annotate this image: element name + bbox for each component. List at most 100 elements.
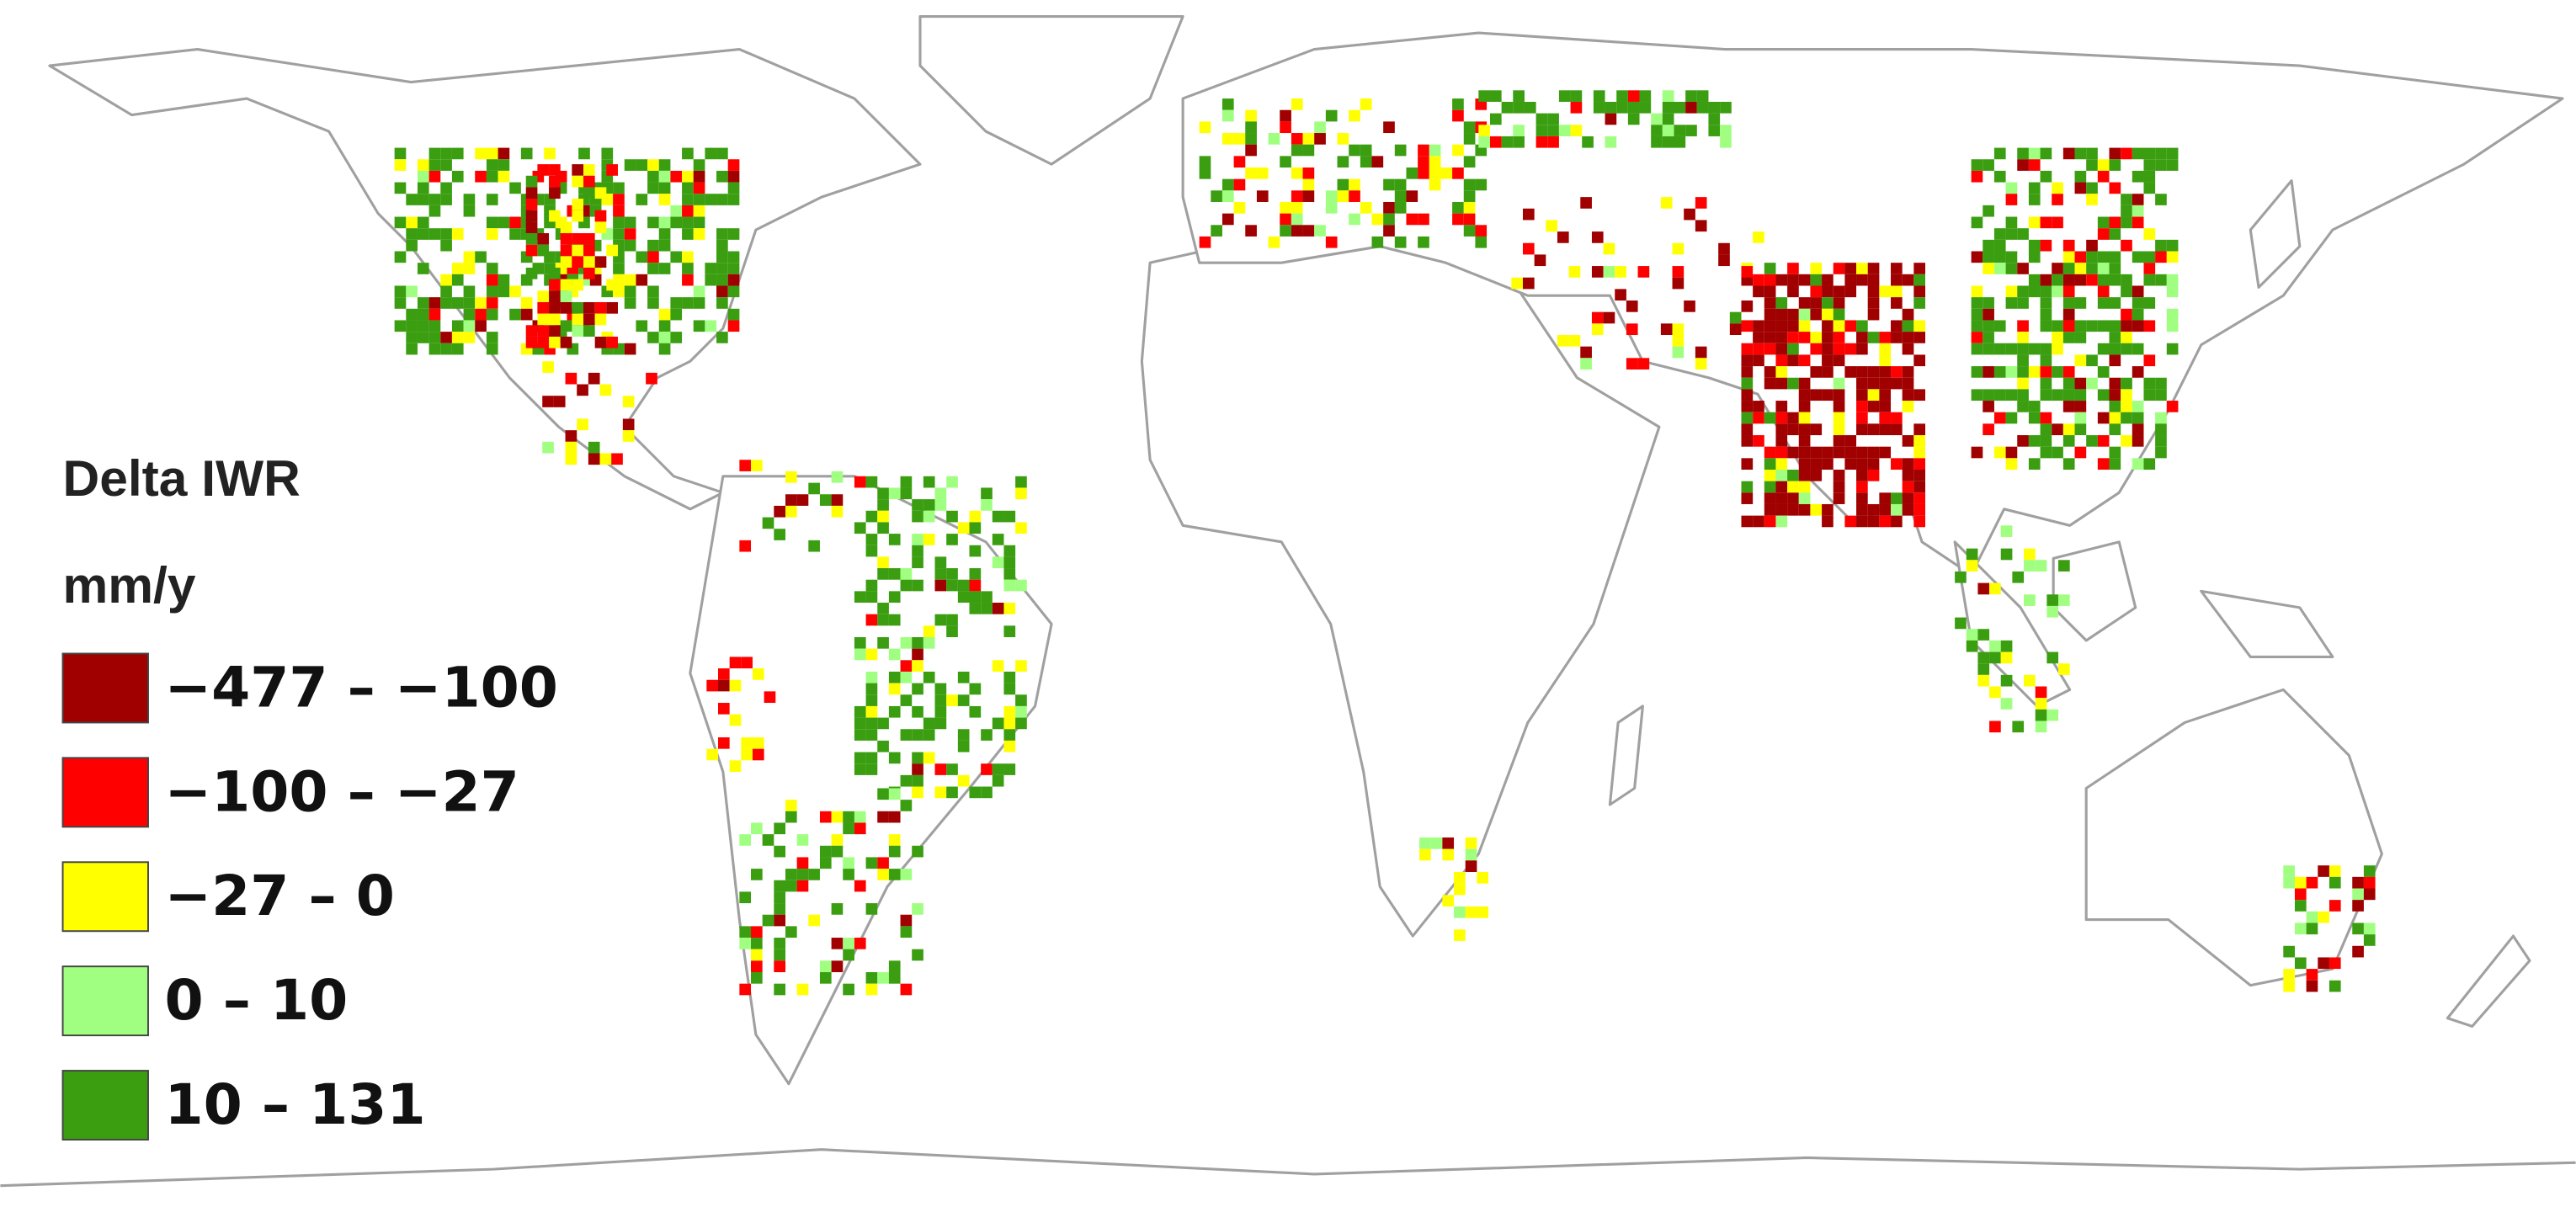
class-cell: [1822, 446, 1834, 459]
class-cell: [751, 949, 763, 961]
class-cell: [796, 880, 809, 892]
class-cell: [1775, 366, 1788, 378]
class-cell: [900, 694, 913, 706]
class-cell: [658, 216, 671, 229]
class-cell: [440, 147, 452, 160]
class-cell: [1891, 263, 1903, 274]
class-cell: [888, 960, 901, 973]
class-cell: [774, 891, 785, 904]
class-cell: [2062, 377, 2075, 390]
class-cell: [1787, 446, 1799, 459]
class-cell: [486, 216, 498, 229]
class-cell: [682, 274, 694, 286]
class-cell: [1302, 144, 1315, 157]
class-cell: [2005, 366, 2018, 378]
class-cell: [1015, 579, 1027, 592]
class-cell: [658, 263, 671, 274]
class-cell: [2062, 366, 2075, 378]
class-cell: [1891, 458, 1903, 470]
class-cell: [2109, 332, 2121, 343]
class-cell: [1337, 178, 1349, 191]
class-cell: [1720, 136, 1732, 148]
class-cell: [1302, 133, 1315, 145]
class-cell: [1879, 401, 1892, 412]
class-cell: [537, 325, 550, 337]
class-cell: [727, 182, 740, 194]
class-cell: [2000, 698, 2013, 710]
class-cell: [1603, 266, 1615, 278]
class-cell: [992, 774, 1004, 787]
class-cell: [1325, 236, 1338, 248]
class-cell: [888, 972, 901, 984]
class-cell: [520, 147, 533, 160]
class-cell: [716, 274, 728, 286]
class-cell: [1419, 837, 1431, 849]
class-cell: [1913, 320, 1925, 332]
class-cell: [900, 660, 913, 672]
class-cell: [417, 297, 429, 309]
class-cell: [1775, 320, 1788, 332]
class-cell: [1856, 401, 1868, 412]
class-cell: [1637, 358, 1650, 370]
class-cell: [463, 320, 476, 332]
class-cell: [588, 453, 600, 465]
class-cell: [1983, 401, 1994, 412]
class-cell: [1993, 147, 2006, 160]
class-cell: [934, 717, 947, 730]
class-cell: [946, 510, 958, 523]
class-cell: [2040, 435, 2052, 447]
class-cell: [727, 285, 740, 298]
class-cell: [1902, 469, 1914, 481]
class-cell: [565, 453, 577, 465]
class-cell: [1741, 389, 1754, 401]
class-cell: [1478, 125, 1490, 136]
class-cell: [417, 228, 429, 240]
class-cell: [785, 926, 797, 938]
class-cell: [1983, 297, 1994, 309]
class-cell: [1775, 423, 1788, 436]
class-cell: [843, 869, 854, 880]
class-cell: [1593, 90, 1605, 102]
class-cell: [1211, 190, 1222, 202]
class-cell: [1535, 113, 1548, 125]
class-cell: [428, 147, 441, 160]
class-cell: [2074, 320, 2087, 332]
class-cell: [2052, 285, 2063, 298]
class-cell: [1798, 389, 1811, 401]
class-cell: [606, 244, 618, 257]
class-cell: [1867, 308, 1880, 321]
class-cell: [969, 591, 982, 604]
class-cell: [1741, 481, 1754, 493]
class-cell: [1989, 720, 2001, 733]
class-cell: [819, 494, 832, 506]
class-cell: [646, 372, 657, 385]
class-cell: [900, 671, 913, 683]
class-cell: [1440, 167, 1453, 179]
class-cell: [1672, 242, 1685, 255]
class-cell: [1798, 308, 1811, 321]
class-cell: [946, 568, 958, 580]
class-cell: [969, 603, 982, 614]
class-cell: [2086, 159, 2098, 171]
class-cell: [1729, 311, 1742, 324]
class-cell: [2086, 320, 2098, 332]
class-cell: [2121, 320, 2132, 332]
class-cell: [1913, 503, 1925, 516]
class-cell: [1856, 343, 1868, 355]
class-cell: [1902, 389, 1914, 401]
class-cell: [2074, 297, 2087, 309]
class-cell: [1394, 201, 1407, 214]
class-cell: [1741, 412, 1754, 424]
class-cell: [741, 737, 753, 749]
class-cell: [831, 811, 844, 823]
class-cell: [2166, 285, 2179, 298]
class-cell: [2097, 285, 2110, 298]
class-cell: [2062, 147, 2075, 160]
class-cell: [2062, 239, 2075, 252]
class-cell: [900, 983, 913, 996]
class-cell: [440, 343, 452, 355]
class-cell: [577, 418, 588, 431]
class-cell: [1764, 458, 1776, 470]
class-cell: [796, 983, 809, 996]
class-cell: [1003, 579, 1016, 592]
